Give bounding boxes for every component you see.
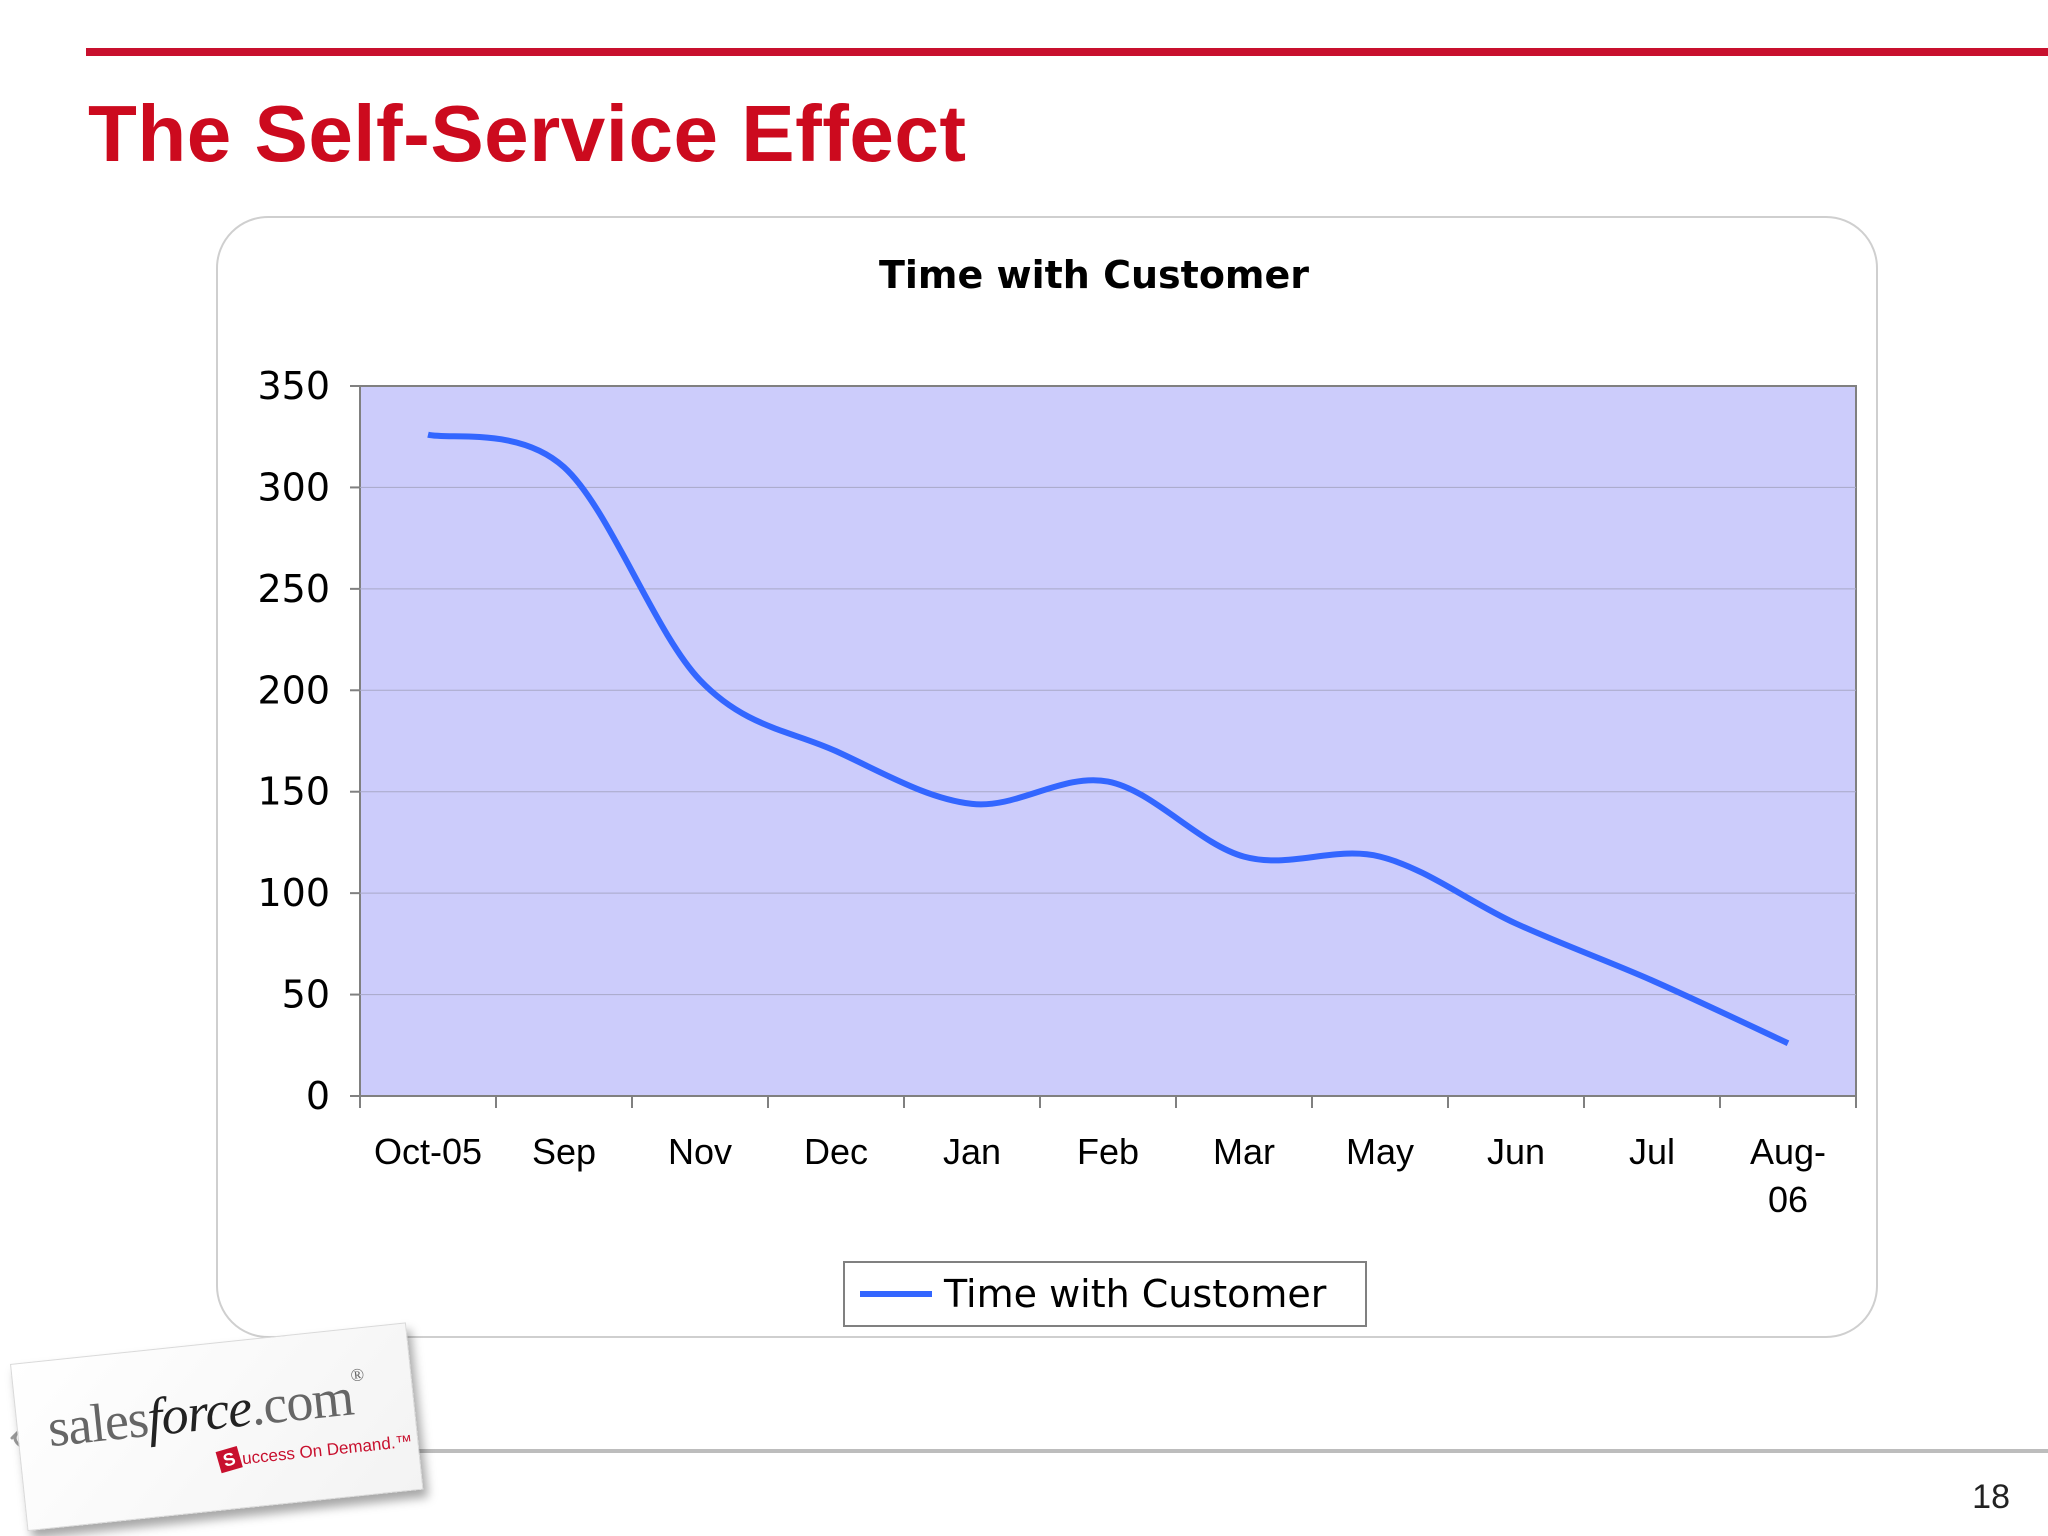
chart-frame: Time with Customer 0 50 100 150 200 250 300 350 O… [216, 216, 1878, 1338]
y-tick-label: 250 [257, 567, 330, 611]
slide-title: The Self-Service Effect [88, 89, 967, 178]
top-rule [86, 48, 2048, 56]
y-tick-label: 100 [257, 871, 330, 915]
x-tick-label: Aug-06 [1750, 1131, 1826, 1220]
x-tick-label: Oct-05 [374, 1131, 482, 1172]
y-tick-label: 350 [257, 364, 330, 408]
x-tick-label: Feb [1077, 1131, 1139, 1172]
y-tick-label: 300 [257, 465, 330, 509]
x-tick-label: Jan [943, 1131, 1001, 1172]
x-tick-label: Jul [1629, 1131, 1675, 1172]
y-tick-label: 50 [282, 973, 330, 1017]
chart-title: Time with Customer [879, 253, 1309, 297]
bottom-rule [380, 1449, 2048, 1453]
plot-area [359, 385, 1857, 1097]
line-chart: Time with Customer 0 50 100 150 200 250 300 350 O… [257, 253, 1857, 1327]
y-tick-label: 200 [257, 668, 330, 712]
x-tick-label: May [1346, 1131, 1414, 1172]
legend-label: Time with Customer [943, 1272, 1327, 1316]
page-number: 18 [1972, 1478, 2010, 1516]
x-tick-label: Dec [804, 1131, 868, 1172]
legend: Time with Customer [843, 1261, 1367, 1327]
x-tick-label: Sep [532, 1131, 596, 1172]
y-tick-label: 0 [306, 1074, 330, 1118]
x-tick-label: Mar [1213, 1131, 1275, 1172]
x-tick-label: Jun [1487, 1131, 1545, 1172]
series-line-time-with-customer [427, 431, 1790, 1046]
x-tick-label: Nov [668, 1131, 732, 1172]
y-tick-label: 150 [257, 770, 330, 814]
